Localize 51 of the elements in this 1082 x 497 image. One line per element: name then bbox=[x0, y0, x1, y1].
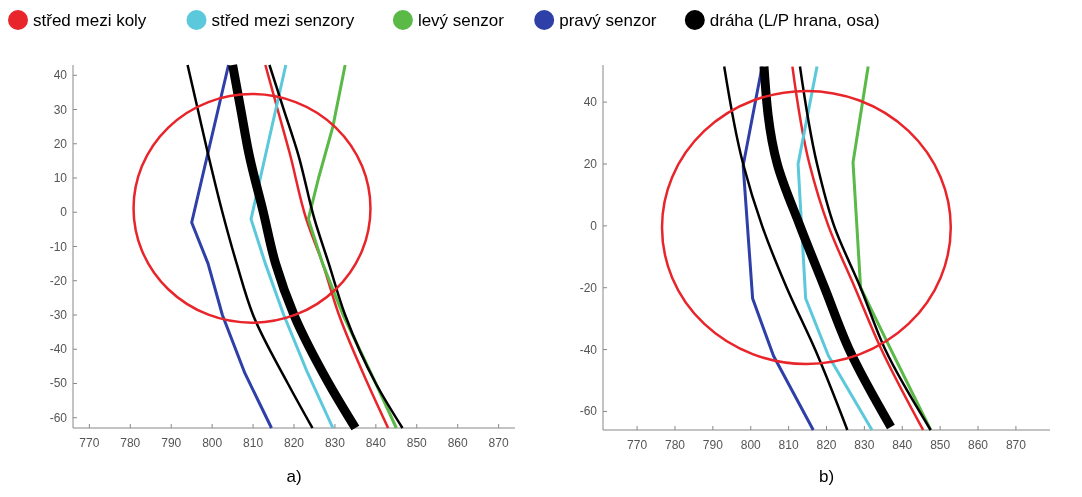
line-series bbox=[186, 63, 314, 430]
y-tick-label: 20 bbox=[583, 156, 598, 171]
legend-label: střed mezi koly bbox=[33, 11, 147, 30]
y-tick-label: -40 bbox=[579, 342, 598, 357]
x-tick-label: 770 bbox=[79, 436, 100, 450]
x-tick-label: 840 bbox=[365, 436, 387, 450]
y-tick-label: 40 bbox=[53, 68, 68, 83]
line-series bbox=[741, 65, 815, 432]
legend-label: pravý senzor bbox=[559, 11, 657, 30]
x-tick-label: 840 bbox=[892, 438, 913, 452]
x-tick-label: 780 bbox=[664, 438, 686, 452]
x-tick-label: 860 bbox=[447, 436, 469, 450]
x-tick-label: 830 bbox=[854, 438, 875, 452]
y-tick-label: 20 bbox=[53, 136, 68, 151]
x-tick-label: 860 bbox=[968, 438, 989, 452]
legend-label: střed mezi senzory bbox=[211, 11, 355, 30]
y-tick-label: -30 bbox=[49, 307, 68, 322]
x-tick-label: 870 bbox=[1005, 438, 1027, 452]
y-tick-label: 40 bbox=[583, 95, 598, 110]
y-tick-label: -50 bbox=[49, 376, 68, 391]
x-tick-label: 770 bbox=[627, 438, 648, 452]
x-tick-label: 800 bbox=[202, 436, 223, 450]
y-tick-label: -60 bbox=[579, 404, 598, 419]
y-tick-label: 0 bbox=[60, 205, 68, 220]
x-tick-label: 820 bbox=[816, 438, 837, 452]
legend-label: levý senzor bbox=[417, 11, 505, 30]
x-tick-label: 790 bbox=[161, 436, 182, 450]
line-series bbox=[249, 63, 335, 430]
y-tick-label: 30 bbox=[53, 102, 68, 117]
x-tick-label: 850 bbox=[930, 438, 951, 452]
y-tick-label: -40 bbox=[49, 342, 68, 357]
y-tick-label: -10 bbox=[49, 239, 68, 254]
x-tick-label: 800 bbox=[740, 438, 762, 452]
legend-label: dráha (L/P hrana, osa) bbox=[709, 11, 880, 30]
y-tick-label: 0 bbox=[590, 218, 598, 233]
x-tick-label: 820 bbox=[283, 436, 305, 450]
x-tick-label: 790 bbox=[702, 438, 724, 452]
x-tick-label: 850 bbox=[406, 436, 428, 450]
line-series bbox=[190, 63, 273, 430]
y-tick-label: 10 bbox=[53, 171, 68, 186]
x-tick-label: 830 bbox=[324, 436, 346, 450]
y-tick-label: -60 bbox=[49, 410, 68, 425]
x-tick-label: 810 bbox=[778, 438, 799, 452]
x-tick-label: 810 bbox=[243, 436, 264, 450]
y-tick-label: -20 bbox=[49, 273, 68, 288]
x-tick-label: 870 bbox=[488, 436, 509, 450]
x-tick-label: 780 bbox=[120, 436, 141, 450]
text: a) bbox=[286, 467, 302, 486]
text: b) bbox=[818, 467, 835, 486]
y-tick-label: -20 bbox=[579, 280, 598, 295]
line-series bbox=[722, 65, 849, 432]
